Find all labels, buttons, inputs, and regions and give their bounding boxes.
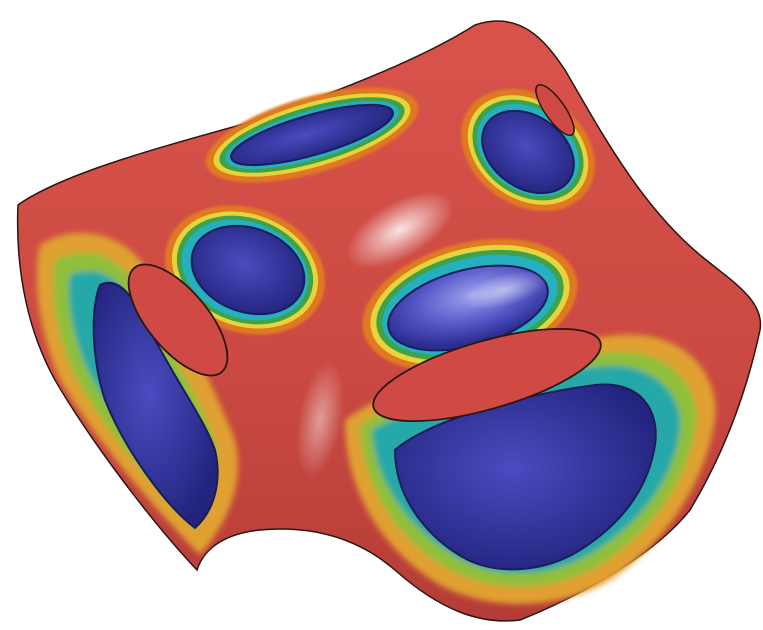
center-left-contour — [127, 205, 325, 377]
center-left-low-region — [190, 224, 306, 316]
specular-highlight — [295, 360, 345, 480]
bottom-right-low-region — [393, 383, 657, 571]
center-ridge-bump — [372, 327, 602, 423]
specular-highlight — [346, 191, 454, 269]
top-right-contour — [461, 84, 595, 212]
top-left-contour — [205, 87, 419, 183]
top-left-low-region — [230, 103, 394, 167]
left-ridge-bump — [127, 263, 229, 377]
top-right-low-region — [481, 109, 575, 195]
specular-highlight — [461, 270, 549, 310]
